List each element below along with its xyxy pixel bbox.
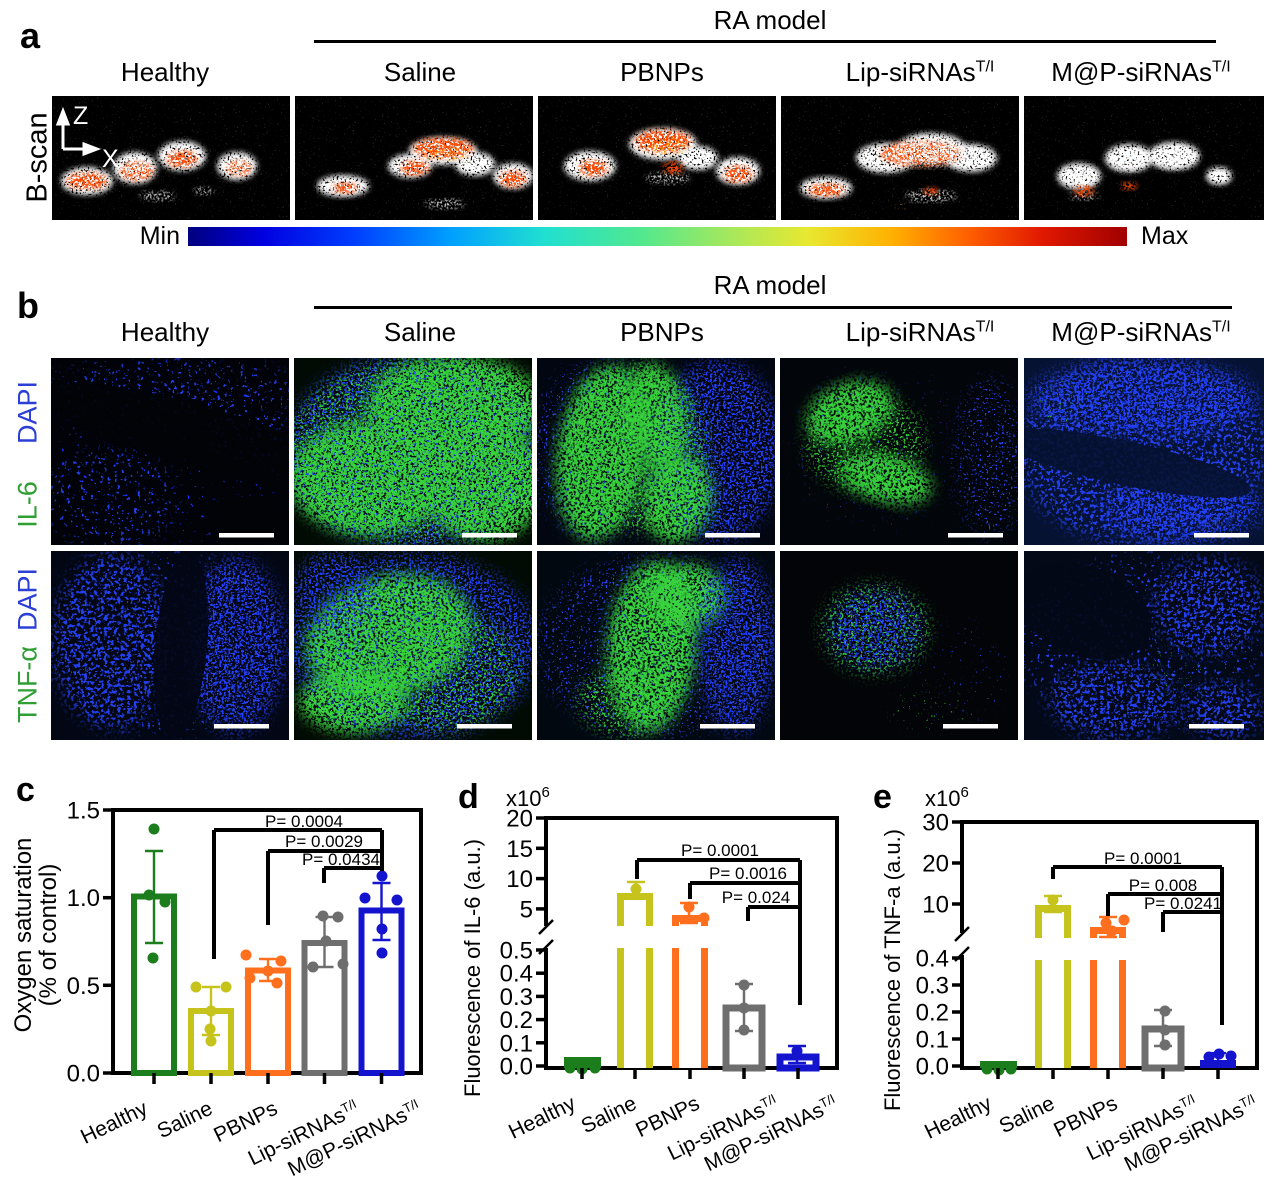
svg-text:Fluorescence of TNF-a (a.u.): Fluorescence of TNF-a (a.u.) [880, 829, 905, 1111]
svg-text:1.0: 1.0 [67, 885, 100, 912]
svg-text:P= 0.0029: P= 0.0029 [285, 832, 363, 851]
svg-text:Healthy: Healthy [921, 1092, 996, 1144]
svg-text:Healthy: Healthy [77, 1097, 152, 1149]
svg-text:0.4: 0.4 [500, 961, 533, 988]
svg-text:30: 30 [922, 810, 949, 837]
svg-text:e: e [873, 778, 892, 816]
svg-text:P= 0.0001: P= 0.0001 [681, 841, 759, 860]
svg-text:Saline: Saline [996, 1092, 1059, 1138]
svg-text:x106: x106 [506, 784, 550, 811]
svg-text:0.0: 0.0 [916, 1054, 949, 1081]
svg-text:(% of control): (% of control) [35, 864, 62, 1007]
svg-text:0.3: 0.3 [916, 973, 949, 1000]
svg-text:Saline: Saline [154, 1097, 217, 1143]
svg-text:0.5: 0.5 [67, 973, 100, 1000]
svg-text:0.1: 0.1 [500, 1030, 533, 1057]
svg-text:10: 10 [506, 866, 533, 893]
svg-text:Z: Z [73, 102, 88, 130]
svg-text:c: c [16, 771, 35, 809]
svg-text:Fluorescence of IL-6 (a.u.): Fluorescence of IL-6 (a.u.) [460, 839, 485, 1097]
svg-text:15: 15 [506, 836, 533, 863]
svg-text:Oxygen saturation: Oxygen saturation [10, 838, 37, 1033]
svg-text:P= 0.0434: P= 0.0434 [302, 850, 380, 869]
svg-text:x106: x106 [925, 784, 969, 811]
svg-text:P= 0.0241: P= 0.0241 [1144, 894, 1222, 913]
svg-text:0.5: 0.5 [500, 938, 533, 965]
svg-text:5: 5 [520, 896, 533, 923]
svg-text:P= 0.008: P= 0.008 [1129, 876, 1198, 895]
svg-text:0.2: 0.2 [500, 1007, 533, 1034]
svg-text:20: 20 [922, 851, 949, 878]
svg-text:0.2: 0.2 [916, 1000, 949, 1027]
svg-text:P= 0.0016: P= 0.0016 [709, 864, 787, 883]
svg-text:10: 10 [922, 892, 949, 919]
svg-text:X: X [102, 145, 119, 173]
svg-text:1.5: 1.5 [67, 798, 100, 825]
svg-text:0.1: 0.1 [916, 1027, 949, 1054]
svg-text:d: d [458, 778, 479, 816]
svg-text:P= 0.024: P= 0.024 [722, 888, 791, 907]
svg-text:Saline: Saline [578, 1092, 641, 1138]
svg-text:0.0: 0.0 [67, 1061, 100, 1088]
svg-text:20: 20 [506, 806, 533, 833]
svg-text:P= 0.0001: P= 0.0001 [1104, 849, 1182, 868]
svg-text:P= 0.0004: P= 0.0004 [265, 812, 343, 831]
svg-text:0.4: 0.4 [916, 946, 949, 973]
svg-text:0.3: 0.3 [500, 984, 533, 1011]
svg-text:Healthy: Healthy [505, 1092, 580, 1144]
svg-text:0.0: 0.0 [500, 1054, 533, 1081]
